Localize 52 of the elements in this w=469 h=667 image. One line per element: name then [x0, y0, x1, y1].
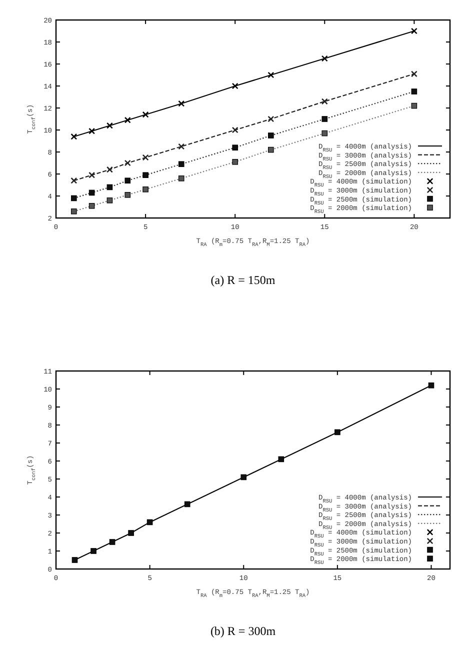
- point: [106, 166, 113, 173]
- point: [410, 28, 418, 34]
- point: [428, 382, 434, 388]
- point: [88, 128, 96, 134]
- point: [178, 176, 184, 182]
- point: [124, 116, 131, 124]
- point: [411, 102, 418, 109]
- point: [232, 144, 238, 150]
- point: [142, 154, 149, 161]
- point: [232, 159, 238, 165]
- point: [106, 184, 113, 190]
- point: [232, 126, 238, 134]
- point: [268, 116, 274, 122]
- point: [142, 172, 148, 178]
- point: [88, 190, 95, 196]
- point: [178, 100, 185, 107]
- point: [109, 539, 116, 545]
- point: [334, 429, 340, 436]
- point: [411, 88, 418, 94]
- point: [128, 530, 134, 536]
- point: [88, 172, 96, 178]
- point: [321, 98, 328, 105]
- point: [184, 501, 190, 508]
- point: [232, 82, 238, 90]
- point: [268, 146, 274, 153]
- point: [106, 198, 113, 204]
- point: [70, 177, 78, 184]
- text: (b) R = 300m: [210, 624, 276, 638]
- point: [142, 186, 148, 192]
- point: [142, 111, 149, 118]
- point: [72, 557, 78, 563]
- point: [124, 178, 131, 184]
- point: [410, 70, 418, 78]
- point: [106, 122, 113, 129]
- point: [146, 519, 153, 526]
- point: [240, 474, 247, 480]
- point: [278, 456, 284, 462]
- point: [321, 55, 328, 62]
- point: [322, 130, 328, 136]
- point: [124, 160, 131, 166]
- point: [124, 192, 131, 198]
- point: [178, 161, 184, 167]
- point: [71, 195, 77, 202]
- text: (a) R = 150m: [210, 273, 276, 287]
- point: [90, 548, 96, 554]
- point: [268, 132, 274, 138]
- point: [178, 143, 185, 150]
- point: [70, 133, 78, 140]
- point: [71, 208, 77, 214]
- point: [322, 116, 328, 122]
- point: [88, 203, 95, 209]
- point: [268, 72, 274, 78]
